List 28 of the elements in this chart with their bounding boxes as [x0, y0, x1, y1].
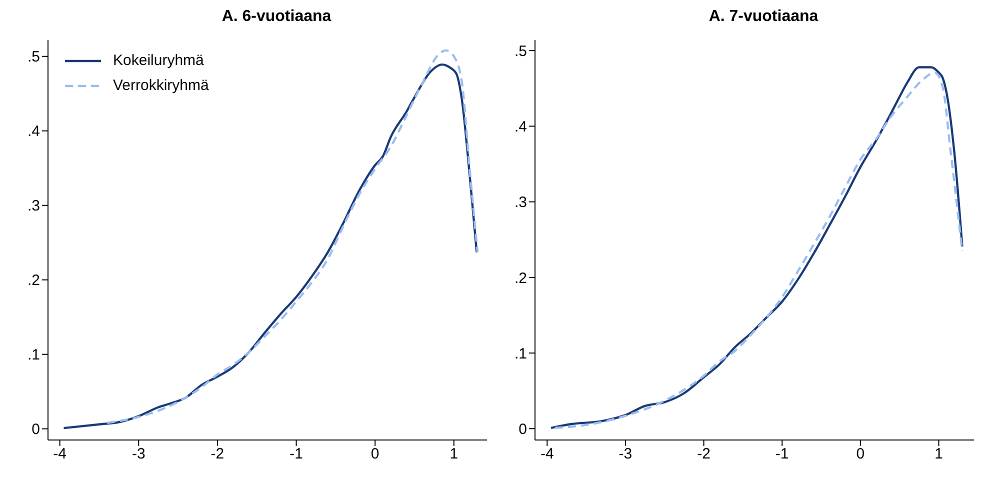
x-tick-label: -2 [210, 446, 224, 463]
x-tick-label: 1 [934, 446, 943, 463]
x-tick-label: 0 [370, 446, 380, 463]
x-tick-label: -3 [132, 446, 146, 463]
legend-label: Verrokkiryhmä [113, 77, 209, 94]
x-tick-label: -2 [697, 446, 710, 463]
chart-title: A. 6-vuotiaana [220, 8, 332, 27]
y-tick-label: .5 [514, 42, 527, 60]
y-tick-label: .5 [27, 48, 40, 66]
y-tick-label: .1 [27, 346, 40, 364]
y-tick-label: .3 [514, 194, 527, 212]
y-tick-label: .2 [514, 270, 527, 287]
y-tick-label: .3 [27, 198, 40, 215]
y-tick-label: .4 [514, 118, 527, 136]
y-tick-label: 0 [32, 421, 40, 438]
x-tick-label: -4 [53, 446, 66, 463]
x-tick-label: -3 [618, 446, 632, 463]
x-tick-label: -4 [540, 446, 554, 463]
y-tick-label: .4 [27, 123, 40, 140]
x-tick-label: -1 [775, 446, 789, 463]
y-tick-label: .2 [27, 272, 40, 290]
x-tick-label: 1 [450, 446, 458, 463]
x-tick-label: -1 [290, 446, 303, 463]
y-tick-label: 0 [518, 420, 527, 438]
x-tick-label: 0 [856, 446, 865, 463]
y-tick-label: .1 [514, 345, 527, 362]
legend-label: Kokeiluryhmä [113, 52, 204, 69]
chart-title: A. 7-vuotiaana [708, 8, 820, 27]
